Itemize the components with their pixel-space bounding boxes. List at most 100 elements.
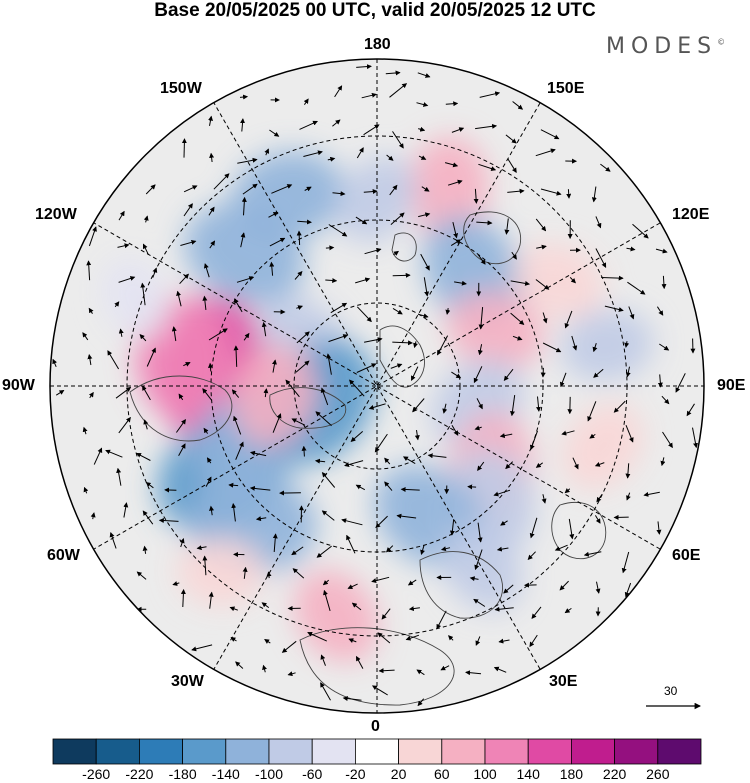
- wind-arrow: [180, 588, 186, 608]
- wind-arrow: [626, 246, 636, 252]
- wind-arrow: [505, 461, 514, 470]
- wind-arrow: [178, 393, 184, 401]
- colorbar-tick-label: -140: [211, 766, 240, 782]
- wind-arrow: [109, 532, 117, 549]
- wind-arrow: [655, 248, 668, 254]
- wind-arrow: [535, 279, 550, 290]
- wind-arrow: [660, 457, 666, 467]
- wind-arrow: [202, 388, 213, 401]
- lon-label-60w: 60W: [47, 547, 80, 564]
- wind-arrow: [541, 494, 547, 504]
- wind-arrow: [569, 277, 576, 284]
- anomaly-patch: [294, 570, 379, 662]
- lon-label-120e: 120E: [672, 206, 710, 223]
- wind-arrow: [402, 456, 416, 465]
- wind-arrow: [613, 400, 626, 413]
- wind-arrow: [239, 94, 249, 100]
- wind-arrow: [203, 263, 210, 278]
- wind-arrow: [411, 366, 419, 381]
- wind-arrow: [662, 431, 673, 449]
- wind-arrow: [542, 342, 562, 353]
- wind-arrow: [123, 502, 129, 518]
- wind-arrow: [529, 517, 538, 539]
- wind-arrow: [381, 608, 391, 620]
- wind-arrow: [384, 481, 393, 491]
- wind-arrow: [233, 415, 242, 435]
- wind-arrow: [363, 124, 380, 136]
- wind-arrow: [554, 544, 568, 551]
- wind-arrow: [500, 520, 508, 526]
- wind-arrow: [325, 278, 338, 283]
- wind-arrow: [600, 163, 611, 172]
- wind-arrow: [178, 443, 186, 457]
- wind-arrow: [661, 275, 667, 290]
- wind-arrow: [179, 538, 185, 548]
- wind-arrow: [451, 424, 459, 436]
- colorbar-swatch: [52, 738, 97, 765]
- colorbar-tick-label: 20: [390, 766, 407, 782]
- colorbar-swatch: [441, 738, 486, 765]
- wind-arrow: [249, 485, 271, 491]
- wind-arrow: [511, 251, 517, 260]
- lon-label-150e: 150E: [547, 80, 585, 97]
- wind-arrow: [625, 463, 631, 479]
- wind-arrow: [52, 358, 57, 368]
- wind-arrow: [115, 386, 132, 399]
- lon-label-30w: 30W: [171, 673, 204, 690]
- wind-arrow: [535, 218, 547, 232]
- colorbar-swatch: [398, 738, 443, 765]
- wind-arrow: [88, 307, 94, 314]
- anomaly-patch: [562, 403, 644, 490]
- colorbar-tick-label: -60: [302, 766, 323, 782]
- colorbar-tick-label: -220: [125, 766, 154, 782]
- colorbar-swatch: [225, 738, 270, 765]
- wind-arrow: [263, 388, 269, 398]
- wind-arrow: [407, 579, 417, 586]
- wind-arrow: [342, 696, 362, 702]
- wind-arrow: [507, 188, 525, 194]
- colorbar-swatch: [614, 738, 659, 765]
- wind-arrow: [686, 403, 695, 417]
- wind-arrow: [323, 589, 331, 612]
- colorbar-swatch: [484, 738, 529, 765]
- wind-arrow: [448, 635, 454, 641]
- wind-arrow: [88, 226, 97, 247]
- wind-arrow: [657, 374, 663, 388]
- wind-arrow: [235, 661, 244, 669]
- colorbar-swatch: [354, 738, 399, 765]
- wind-arrow: [261, 602, 270, 609]
- wind-arrow: [583, 551, 602, 557]
- wind-arrow: [269, 261, 275, 276]
- wind-arrow: [203, 427, 209, 434]
- wind-arrow: [315, 411, 332, 427]
- wind-arrow: [393, 250, 399, 256]
- colorbar-swatch: [311, 738, 356, 765]
- wind-arrow: [234, 298, 243, 313]
- wind-arrow: [421, 186, 430, 192]
- wind-arrow: [272, 533, 278, 552]
- wind-arrow: [143, 419, 149, 430]
- wind-arrow: [529, 430, 538, 451]
- wind-arrow: [493, 489, 511, 497]
- wind-arrow: [356, 147, 364, 159]
- wind-arrow: [656, 306, 664, 316]
- wind-arrow: [625, 425, 634, 443]
- wind-arrow: [303, 98, 309, 105]
- wind-arrow: [93, 447, 103, 465]
- wind-arrow: [243, 332, 250, 341]
- wind-arrow: [332, 191, 346, 197]
- wind-arrow: [568, 518, 575, 540]
- wind-arrow: [181, 138, 187, 158]
- wind-arrow: [414, 430, 420, 441]
- wind-arrow: [304, 186, 312, 192]
- wind-arrow: [269, 237, 286, 247]
- wind-arrow: [509, 395, 516, 417]
- wind-arrow: [86, 260, 92, 281]
- wind-arrow: [374, 433, 388, 453]
- wind-arrow: [496, 546, 509, 552]
- wind-arrow: [512, 335, 523, 341]
- wind-arrow: [476, 398, 483, 410]
- wind-arrow: [208, 206, 215, 216]
- wind-arrow: [626, 492, 631, 501]
